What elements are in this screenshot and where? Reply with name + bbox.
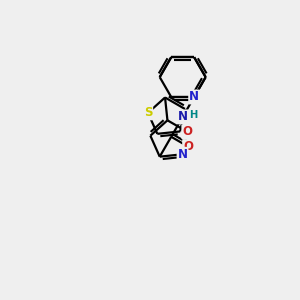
Text: N: N xyxy=(178,110,188,123)
Text: N: N xyxy=(189,91,199,103)
Text: O: O xyxy=(182,125,192,138)
Text: N: N xyxy=(178,148,188,161)
Text: H: H xyxy=(189,110,197,120)
Text: O: O xyxy=(183,140,193,153)
Text: S: S xyxy=(144,106,152,119)
